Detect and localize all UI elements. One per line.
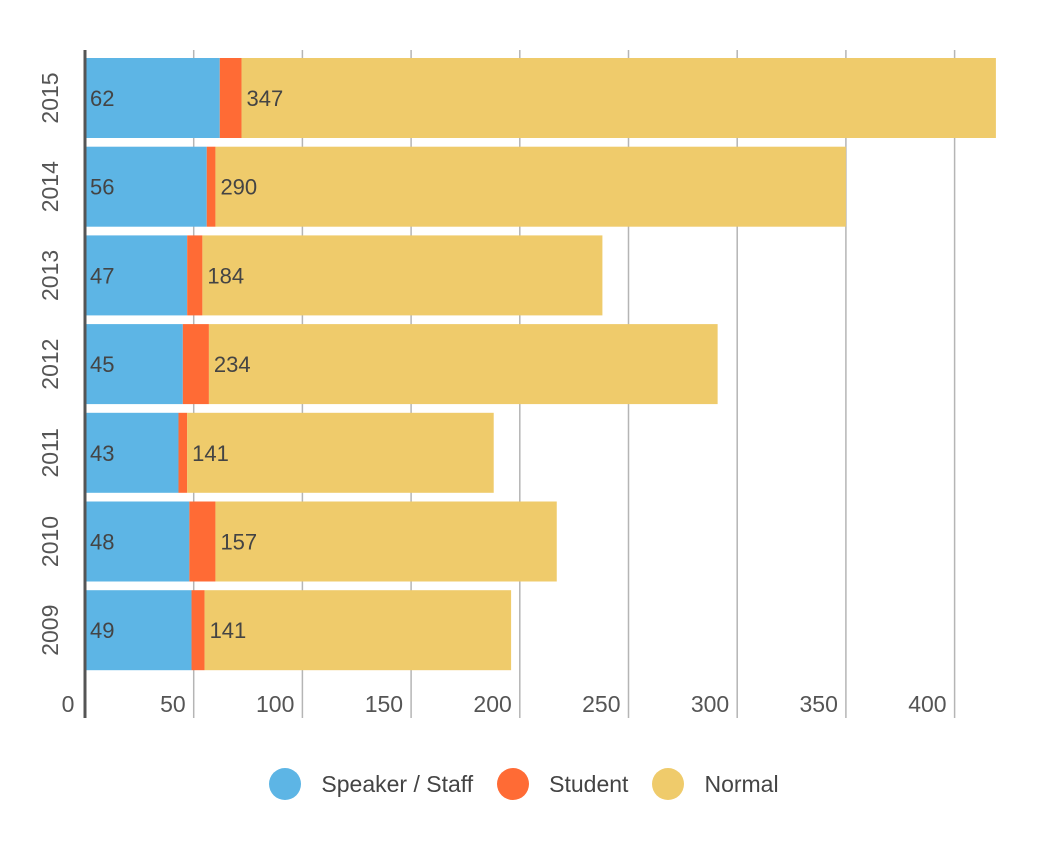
bar-speaker-staff-2014 bbox=[85, 146, 207, 227]
bar-speaker-staff-2011 bbox=[85, 412, 179, 493]
legend-swatch-normal bbox=[652, 768, 685, 800]
data-label-speaker-staff-2015: 62 bbox=[90, 86, 114, 111]
bar-normal-2015 bbox=[241, 58, 996, 138]
bar-normal-2012 bbox=[208, 324, 718, 405]
bar-normal-2009 bbox=[204, 590, 512, 671]
data-label-normal-2010: 157 bbox=[220, 530, 257, 555]
bar-student-2012 bbox=[182, 324, 209, 405]
legend-label-normal: Normal bbox=[704, 770, 779, 797]
legend-item-normal[interactable]: Normal bbox=[652, 768, 779, 800]
legend-label-speaker-staff: Speaker / Staff bbox=[321, 770, 474, 797]
y-category-label-2011: 2011 bbox=[37, 428, 63, 477]
x-tick-label-250: 250 bbox=[582, 691, 620, 717]
y-category-label-2015: 2015 bbox=[37, 72, 63, 123]
y-category-label-2013: 2013 bbox=[37, 250, 63, 301]
bar-normal-2014 bbox=[215, 146, 846, 227]
bar-speaker-staff-2009 bbox=[85, 590, 192, 671]
legend-swatch-speaker-staff bbox=[269, 768, 302, 800]
data-label-normal-2014: 290 bbox=[220, 175, 257, 200]
bar-student-2013 bbox=[187, 235, 203, 316]
x-tick-label-350: 350 bbox=[800, 691, 838, 717]
bars bbox=[85, 58, 996, 671]
legend-swatch-student bbox=[497, 768, 530, 800]
bar-student-2015 bbox=[219, 58, 242, 138]
data-label-normal-2013: 184 bbox=[207, 263, 244, 288]
y-category-label-2014: 2014 bbox=[37, 161, 63, 212]
data-label-speaker-staff-2011: 43 bbox=[90, 441, 114, 466]
data-label-normal-2012: 234 bbox=[214, 352, 251, 377]
legend: Speaker / Staff Student Normal bbox=[0, 768, 1048, 800]
data-label-speaker-staff-2009: 49 bbox=[90, 618, 114, 643]
data-label-speaker-staff-2013: 47 bbox=[90, 263, 114, 288]
legend-item-student[interactable]: Student bbox=[497, 768, 628, 800]
data-label-speaker-staff-2010: 48 bbox=[90, 530, 114, 555]
x-tick-label-50: 50 bbox=[160, 691, 186, 717]
bar-speaker-staff-2010 bbox=[85, 501, 190, 582]
x-tick-label-200: 200 bbox=[473, 691, 511, 717]
x-tick-label-100: 100 bbox=[256, 691, 294, 717]
bar-student-2009 bbox=[191, 590, 205, 671]
y-category-label-2012: 2012 bbox=[37, 339, 63, 390]
legend-label-student: Student bbox=[549, 770, 629, 797]
y-category-label-2009: 2009 bbox=[37, 605, 63, 656]
bar-student-2010 bbox=[189, 501, 216, 582]
x-tick-label-0: 0 bbox=[62, 691, 75, 717]
data-label-normal-2009: 141 bbox=[210, 618, 247, 643]
bar-student-2011 bbox=[178, 412, 188, 493]
bar-normal-2010 bbox=[215, 501, 557, 582]
bar-normal-2011 bbox=[187, 412, 494, 493]
data-labels: 62 347 56 290 47 184 45 234 43 141 48 157 49 141 bbox=[90, 86, 283, 643]
x-tick-label-150: 150 bbox=[365, 691, 403, 717]
bar-speaker-staff-2015 bbox=[85, 58, 220, 138]
x-tick-label-400: 400 bbox=[908, 691, 946, 717]
bar-normal-2013 bbox=[202, 235, 603, 316]
y-category-label-2010: 2010 bbox=[37, 516, 63, 567]
axes: 0 50 100 150 200 250 300 350 400 2015 2014 2013 2012… bbox=[37, 50, 947, 718]
data-label-speaker-staff-2012: 45 bbox=[90, 352, 114, 377]
bar-speaker-staff-2012 bbox=[85, 324, 183, 405]
bar-student-2014 bbox=[206, 146, 216, 227]
stacked-bar-chart: 62 347 56 290 47 184 45 234 43 141 48 157 49 141 0 50 1… bbox=[37, 50, 996, 718]
x-tick-label-300: 300 bbox=[691, 691, 729, 717]
bar-speaker-staff-2013 bbox=[85, 235, 188, 316]
data-label-normal-2011: 141 bbox=[192, 441, 229, 466]
legend-item-speaker-staff[interactable]: Speaker / Staff bbox=[269, 768, 473, 800]
data-label-normal-2015: 347 bbox=[247, 86, 284, 111]
data-label-speaker-staff-2014: 56 bbox=[90, 175, 114, 200]
